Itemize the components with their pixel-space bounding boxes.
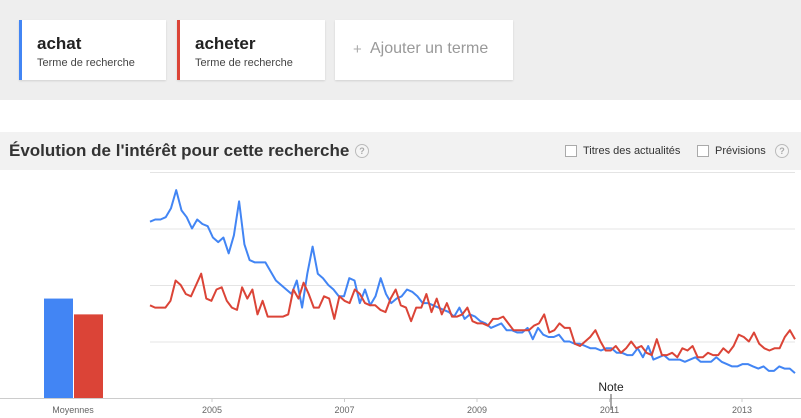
add-term-card[interactable]: + Ajouter un terme xyxy=(335,20,513,80)
x-tick-label: 2005 xyxy=(202,405,222,415)
help-icon[interactable]: ? xyxy=(355,144,369,158)
forecast-label[interactable]: Prévisions xyxy=(715,145,766,157)
news-headlines-checkbox[interactable] xyxy=(565,145,577,157)
term-type: Terme de recherche xyxy=(195,57,293,69)
section-header: Évolution de l'intérêt pour cette recher… xyxy=(0,132,801,170)
x-tick-label: 2013 xyxy=(732,405,752,415)
average-bar-acheter xyxy=(74,314,103,398)
x-tick-label: 2007 xyxy=(334,405,354,415)
term-type: Terme de recherche xyxy=(37,57,135,69)
term-color-stripe xyxy=(177,20,180,80)
x-tick-label: 2009 xyxy=(467,405,487,415)
x-tick-label: 2011 xyxy=(600,405,619,415)
interest-over-time-chart: Moyennes 2005 2007 2009 2011 2013 Note xyxy=(0,172,801,415)
averages-label: Moyennes xyxy=(52,405,94,415)
help-icon[interactable]: ? xyxy=(775,144,789,158)
average-bar-achat xyxy=(44,298,73,398)
series-line-achat xyxy=(149,189,796,374)
search-term-card-achat[interactable]: achat Terme de recherche xyxy=(19,20,166,80)
plus-icon: + xyxy=(353,41,362,58)
term-color-stripe xyxy=(19,20,22,80)
series-line-acheter xyxy=(149,272,796,359)
term-name: achat xyxy=(37,34,82,53)
section-title: Évolution de l'intérêt pour cette recher… xyxy=(9,141,350,160)
annotation-label: Note xyxy=(598,380,624,394)
term-name: acheter xyxy=(195,34,256,53)
add-term-label: Ajouter un terme xyxy=(370,40,489,57)
search-term-card-acheter[interactable]: acheter Terme de recherche xyxy=(177,20,325,80)
news-headlines-label[interactable]: Titres des actualités xyxy=(583,145,681,157)
forecast-checkbox[interactable] xyxy=(697,145,709,157)
